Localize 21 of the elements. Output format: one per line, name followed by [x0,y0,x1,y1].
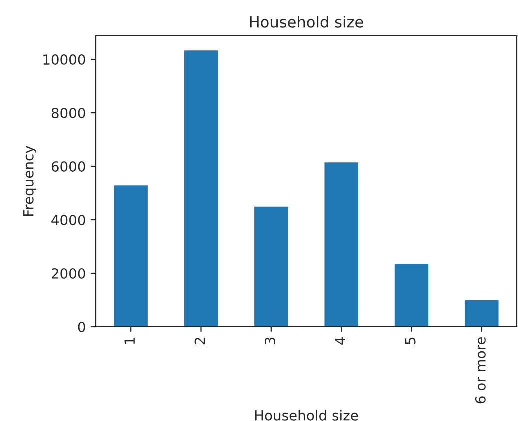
x-tick-label: 6 or more [475,337,486,404]
x-tick-label: 5 [405,338,416,344]
x-tick-label: 1 [124,338,135,344]
y-tick-label: 10000 [44,54,86,66]
bar [253,206,290,327]
x-tick-label: 4 [335,338,346,345]
x-axis-title: Household size [255,410,358,421]
y-tick-label: 6000 [52,161,86,172]
y-tick-label: 2000 [52,268,86,279]
bar [394,262,430,327]
chart-title: Household size [250,16,364,28]
y-tick-label: 8000 [52,108,86,119]
y-tick-label: 4000 [52,214,86,226]
y-axis-title: Frequency [24,146,37,216]
x-tick-label: 3 [264,338,276,344]
bar [464,299,500,327]
bar [323,161,360,327]
bar [112,184,150,327]
y-tick-label: 0 [78,322,86,332]
bar [183,49,220,327]
x-tick-label: 2 [194,338,206,345]
